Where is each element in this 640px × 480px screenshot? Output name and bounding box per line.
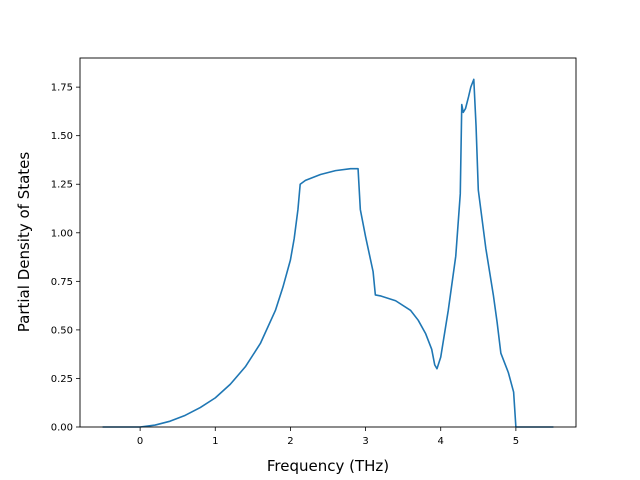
x-tick-label: 5 bbox=[513, 436, 519, 447]
y-tick-label: 1.25 bbox=[51, 180, 73, 191]
y-tick-label: 0.50 bbox=[51, 325, 73, 336]
y-tick-label: 0.00 bbox=[51, 423, 73, 434]
x-tick-label: 1 bbox=[212, 436, 218, 447]
x-axis-title: Frequency (THz) bbox=[267, 457, 389, 475]
pdos-series-line bbox=[102, 78, 554, 428]
y-tick-label: 1.00 bbox=[51, 228, 73, 239]
y-axis-title: Partial Density of States bbox=[15, 152, 33, 333]
y-tick-label: 0.25 bbox=[51, 374, 73, 385]
y-tick-label: 0.75 bbox=[51, 277, 73, 288]
axis-ticks: 0 1 2 3 4 5 0.00 0.25 0.50 0.75 1.00 1.25 1.50 1.75 bbox=[51, 83, 519, 447]
y-tick-label: 1.50 bbox=[51, 131, 73, 142]
x-tick-label: 2 bbox=[287, 436, 293, 447]
x-tick-label: 4 bbox=[438, 436, 444, 447]
y-tick-label: 1.75 bbox=[51, 83, 73, 94]
plot-frame bbox=[79, 57, 577, 428]
x-tick-label: 0 bbox=[137, 436, 143, 447]
x-tick-label: 3 bbox=[362, 436, 368, 447]
